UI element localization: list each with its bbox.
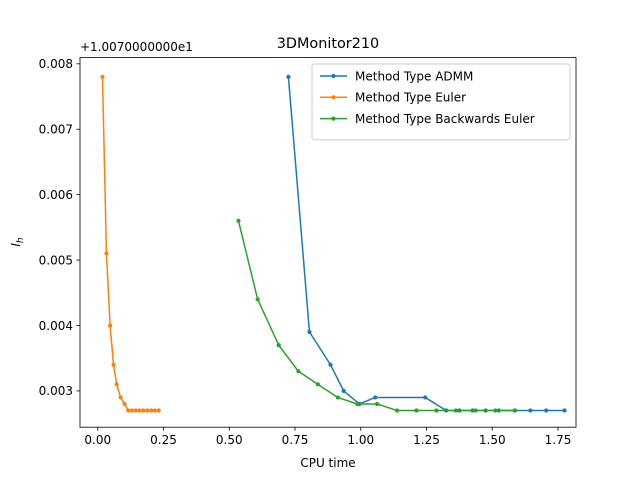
data-point (141, 408, 146, 413)
data-point (394, 408, 400, 413)
data-point (414, 408, 419, 413)
data-point (156, 408, 161, 413)
chart-title: 3DMonitor210 (277, 36, 379, 52)
data-point (149, 408, 154, 413)
data-point (276, 343, 281, 348)
x-tick-label: 0.50 (216, 433, 243, 447)
legend-frame (311, 63, 571, 141)
data-point (562, 408, 567, 413)
x-tick-label: 0.00 (84, 433, 111, 447)
legend-label: Method Type ADMM (355, 69, 473, 83)
series-2 (100, 74, 161, 413)
data-point (296, 369, 301, 374)
legend: Method Type ADMM Method Type Euler Method … (311, 63, 571, 141)
data-point (328, 362, 333, 367)
y-tick-label: 0.006 (39, 188, 73, 202)
data-point (307, 329, 312, 335)
data-point (341, 388, 346, 393)
data-point (122, 401, 127, 407)
data-point (374, 401, 380, 407)
x-axis-label: CPU time (300, 456, 355, 470)
data-point (104, 251, 109, 256)
x-tick-label: 1.75 (545, 433, 572, 447)
data-point (118, 395, 123, 400)
legend-label: Method Type Euler (355, 91, 466, 105)
data-point (286, 74, 291, 79)
data-point (315, 382, 320, 387)
y-tick-label: 0.008 (39, 57, 73, 71)
data-point (434, 408, 439, 413)
data-point (355, 401, 360, 407)
data-point (111, 362, 116, 367)
y-offset-text: +1.0070000000e1 (80, 40, 193, 54)
data-point (129, 408, 135, 413)
legend-marker (331, 73, 336, 79)
data-point (126, 408, 131, 413)
data-point (137, 408, 142, 413)
y-tick-label: 0.007 (39, 123, 73, 137)
legend-label: Method Type Backwards Euler (355, 112, 535, 126)
data-point (373, 395, 378, 400)
axis-ticks: 0.00 0.25 0.50 0.75 1.00 1.25 1.50 1.75 0.003 0.0… (39, 57, 572, 447)
data-point (100, 74, 105, 79)
data-point (114, 382, 119, 387)
y-tick-label: 0.005 (39, 253, 73, 267)
data-point (473, 408, 478, 413)
y-tick-label: 0.004 (39, 319, 73, 333)
data-point (236, 218, 241, 223)
x-tick-label: 0.25 (150, 433, 177, 447)
series-lines (100, 74, 567, 413)
plot-frame (79, 57, 577, 428)
legend-marker (331, 116, 336, 121)
data-point (335, 395, 340, 400)
series-3 (236, 218, 518, 413)
data-point (255, 297, 260, 302)
data-point (133, 408, 138, 413)
legend-marker (331, 95, 336, 100)
data-point (152, 408, 157, 413)
data-point (108, 323, 113, 328)
x-tick-label: 1.25 (413, 433, 440, 447)
y-axis-label: Ih (9, 237, 26, 247)
x-tick-label: 0.75 (282, 433, 309, 447)
data-point (423, 395, 428, 400)
data-point (145, 408, 150, 413)
data-point (544, 408, 549, 413)
data-point (453, 408, 459, 413)
data-point (513, 408, 518, 413)
x-tick-label: 1.00 (347, 433, 374, 447)
y-tick-label: 0.003 (39, 384, 73, 398)
x-tick-label: 1.50 (479, 433, 506, 447)
data-point (493, 408, 498, 413)
data-point (528, 408, 533, 413)
